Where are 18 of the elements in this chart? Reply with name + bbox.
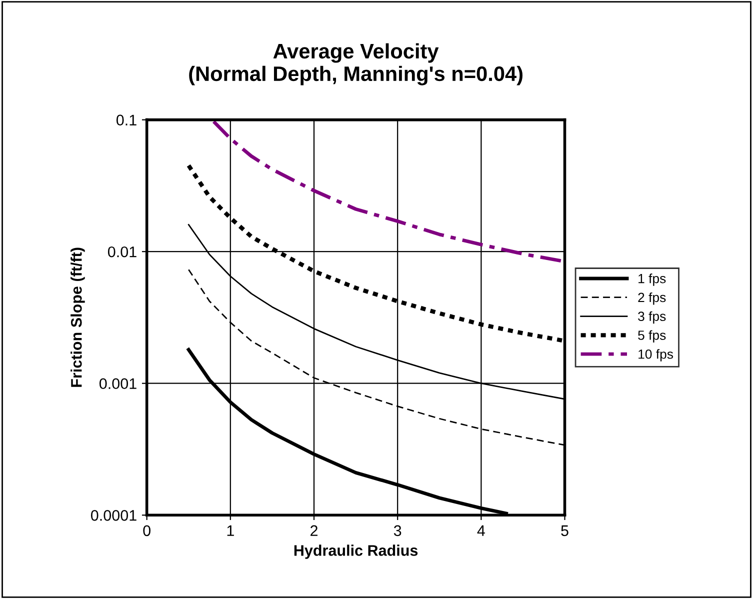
chart-title: Average Velocity (Normal Depth, Manning's n=0.04) bbox=[189, 43, 522, 86]
legend-label: 3 fps bbox=[638, 311, 666, 324]
x-tick-label: 4 bbox=[477, 525, 485, 536]
y-tick-label: 0.001 bbox=[99, 378, 136, 390]
y-tick-label: 0.01 bbox=[108, 246, 136, 258]
legend-label: 5 fps bbox=[638, 330, 666, 343]
x-axis-title: Hydraulic Radius bbox=[294, 544, 418, 559]
x-tick-label: 0 bbox=[143, 525, 150, 536]
x-tick-label: 5 bbox=[561, 525, 568, 536]
y-tick-label: 0.1 bbox=[116, 114, 136, 126]
y-tick-label: 0.0001 bbox=[90, 510, 136, 521]
legend-label: 1 fps bbox=[638, 274, 666, 286]
x-tick-label: 2 bbox=[310, 525, 318, 536]
x-tick-label: 1 bbox=[227, 525, 234, 536]
legend-label: 10 fps bbox=[638, 349, 674, 362]
legend-label: 2 fps bbox=[638, 292, 666, 305]
x-tick-label: 3 bbox=[394, 525, 402, 536]
y-axis-title: Friction Slope (ft/ft) bbox=[70, 248, 85, 387]
